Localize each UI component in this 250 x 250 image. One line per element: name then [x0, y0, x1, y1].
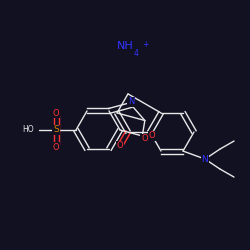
Text: O: O [141, 134, 148, 143]
Text: +: + [142, 40, 148, 49]
Text: NH: NH [117, 41, 134, 51]
Text: N: N [128, 98, 134, 106]
Text: O: O [53, 108, 59, 118]
Text: S: S [53, 126, 59, 134]
Text: 4: 4 [134, 49, 138, 58]
Text: O: O [53, 142, 59, 152]
Text: O: O [149, 132, 155, 140]
Text: O: O [117, 141, 123, 150]
Text: N: N [202, 154, 208, 164]
Text: HO: HO [22, 126, 34, 134]
